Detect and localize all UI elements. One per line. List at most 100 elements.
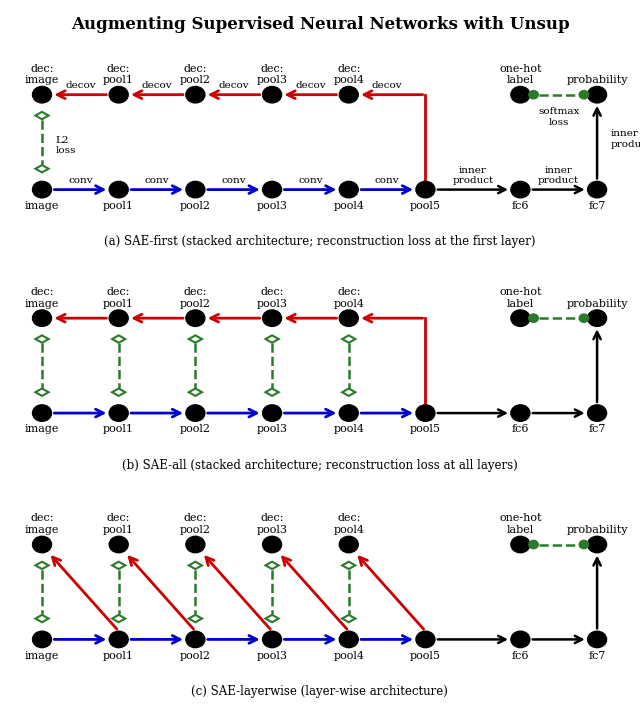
Text: dec:
image: dec: image [25,64,60,85]
Circle shape [262,86,282,103]
Circle shape [416,181,435,198]
Circle shape [262,631,282,648]
Text: Augmenting Supervised Neural Networks with Unsup: Augmenting Supervised Neural Networks wi… [70,16,570,33]
Circle shape [580,314,588,322]
Text: fc6: fc6 [511,424,529,434]
Circle shape [109,536,128,553]
Text: (b) SAE-all (stacked architecture; reconstruction loss at all layers): (b) SAE-all (stacked architecture; recon… [122,458,517,472]
Circle shape [529,314,538,322]
Text: dec:
pool2: dec: pool2 [180,64,211,85]
Text: decov: decov [218,81,249,90]
Text: dec:
pool1: dec: pool1 [103,287,134,308]
Circle shape [339,181,358,198]
Text: conv: conv [375,176,399,185]
Text: dec:
pool4: dec: pool4 [333,513,364,535]
Text: pool3: pool3 [257,650,287,660]
Text: pool2: pool2 [180,201,211,211]
Text: inner
product: inner product [452,166,493,186]
Text: softmax
loss: softmax loss [538,107,579,127]
Circle shape [109,631,128,648]
Text: one-hot
label: one-hot label [499,64,541,85]
Text: pool1: pool1 [103,201,134,211]
Circle shape [588,310,607,326]
Circle shape [186,181,205,198]
Text: pool2: pool2 [180,424,211,434]
Circle shape [511,86,530,103]
Circle shape [339,631,358,648]
Circle shape [339,86,358,103]
Text: image: image [25,650,60,660]
Text: pool5: pool5 [410,650,441,660]
Circle shape [33,405,51,421]
Text: inner
product: inner product [610,129,640,149]
Text: decov: decov [65,81,95,90]
Circle shape [511,310,530,326]
Circle shape [529,91,538,99]
Circle shape [588,181,607,198]
Circle shape [262,405,282,421]
Text: (a) SAE-first (stacked architecture; reconstruction loss at the first layer): (a) SAE-first (stacked architecture; rec… [104,235,535,248]
Circle shape [109,86,128,103]
Text: pool1: pool1 [103,650,134,660]
Text: fc7: fc7 [588,650,606,660]
Text: pool2: pool2 [180,650,211,660]
Text: pool4: pool4 [333,650,364,660]
Text: fc6: fc6 [511,650,529,660]
Circle shape [511,536,530,553]
Circle shape [511,405,530,421]
Text: pool4: pool4 [333,424,364,434]
Circle shape [186,631,205,648]
Text: dec:
pool1: dec: pool1 [103,64,134,85]
Text: probability: probability [566,298,628,308]
Circle shape [109,405,128,421]
Circle shape [109,310,128,326]
Circle shape [186,405,205,421]
Circle shape [529,540,538,548]
Circle shape [33,181,51,198]
Text: decov: decov [141,81,172,90]
Text: pool3: pool3 [257,201,287,211]
Text: one-hot
label: one-hot label [499,513,541,535]
Text: probability: probability [566,525,628,535]
Text: dec:
image: dec: image [25,513,60,535]
Text: dec:
pool4: dec: pool4 [333,287,364,308]
Circle shape [416,405,435,421]
Text: L2
loss: L2 loss [55,136,76,155]
Circle shape [186,310,205,326]
Text: fc6: fc6 [511,201,529,211]
Text: image: image [25,424,60,434]
Text: dec:
pool2: dec: pool2 [180,287,211,308]
Text: conv: conv [298,176,323,185]
Text: dec:
pool3: dec: pool3 [257,287,287,308]
Circle shape [262,181,282,198]
Circle shape [186,86,205,103]
Circle shape [33,631,51,648]
Text: pool4: pool4 [333,201,364,211]
Circle shape [588,631,607,648]
Circle shape [416,631,435,648]
Circle shape [580,540,588,548]
Circle shape [33,86,51,103]
Text: fc7: fc7 [588,201,606,211]
Circle shape [339,536,358,553]
Text: decov: decov [295,81,326,90]
Text: dec:
pool3: dec: pool3 [257,64,287,85]
Circle shape [109,181,128,198]
Text: pool5: pool5 [410,424,441,434]
Text: image: image [25,201,60,211]
Circle shape [33,536,51,553]
Circle shape [580,91,588,99]
Text: dec:
image: dec: image [25,287,60,308]
Text: pool5: pool5 [410,201,441,211]
Circle shape [262,536,282,553]
Circle shape [186,536,205,553]
Text: conv: conv [145,176,170,185]
Text: inner
product: inner product [538,166,579,186]
Circle shape [339,405,358,421]
Circle shape [511,181,530,198]
Text: dec:
pool4: dec: pool4 [333,64,364,85]
Text: probability: probability [566,75,628,85]
Circle shape [339,310,358,326]
Text: (c) SAE-layerwise (layer-wise architecture): (c) SAE-layerwise (layer-wise architectu… [191,685,448,698]
Circle shape [588,86,607,103]
